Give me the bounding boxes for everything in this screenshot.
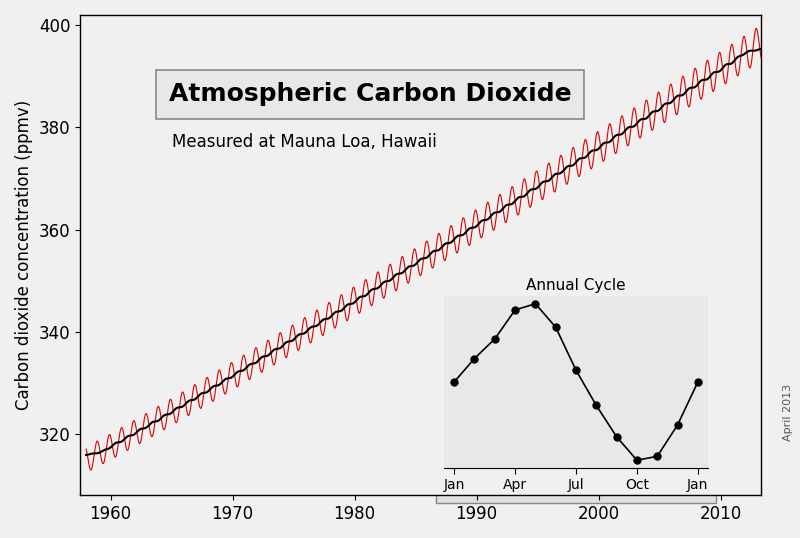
Text: Measured at Mauna Loa, Hawaii: Measured at Mauna Loa, Hawaii [172, 133, 437, 151]
Text: April 2013: April 2013 [783, 384, 793, 441]
Y-axis label: Carbon dioxide concentration (ppmv): Carbon dioxide concentration (ppmv) [15, 100, 33, 410]
Text: Atmospheric Carbon Dioxide: Atmospheric Carbon Dioxide [169, 82, 571, 106]
Title: Annual Cycle: Annual Cycle [526, 278, 626, 293]
